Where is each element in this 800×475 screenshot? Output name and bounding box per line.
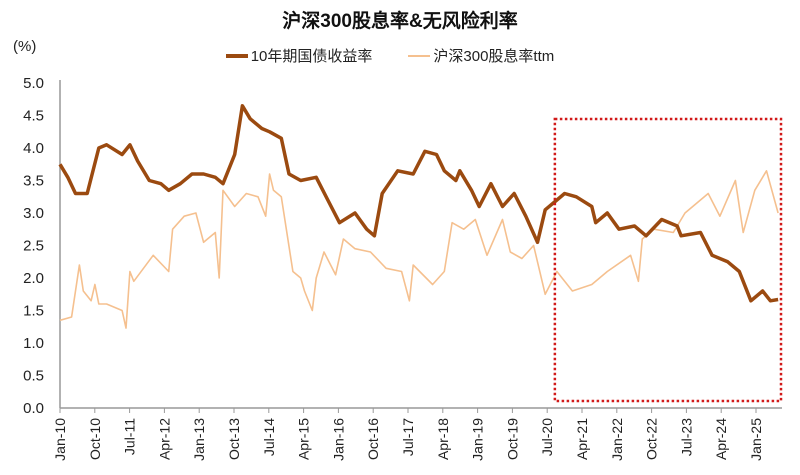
x-tick-label: Jul-20 <box>539 418 555 456</box>
y-tick-label: 4.0 <box>23 140 44 157</box>
y-tick-label: 3.5 <box>23 173 44 190</box>
x-tick-label: Jan-16 <box>330 418 346 461</box>
chart-title: 沪深300股息率&无风险利率 <box>282 11 518 32</box>
x-tick-label: Jul-17 <box>400 418 416 456</box>
y-tick-label: 1.5 <box>23 303 44 320</box>
x-tick-label: Jul-23 <box>678 418 694 456</box>
x-tick-label: Jan-13 <box>191 418 207 461</box>
x-tick-label: Oct-22 <box>644 418 660 460</box>
x-tick-label: Jan-10 <box>52 418 68 461</box>
x-tick-label: Oct-19 <box>504 418 520 460</box>
x-tick-label: Jan-25 <box>748 418 764 461</box>
highlight-dotted-box <box>553 117 783 403</box>
legend: 10年期国债收益率 沪深300股息率ttm <box>0 45 790 66</box>
legend-item-dividend-yield: 沪深300股息率ttm <box>408 45 554 66</box>
y-tick-label: 0.0 <box>23 400 44 417</box>
y-tick-label: 5.0 <box>23 75 44 92</box>
series-line-dividend-yield <box>59 170 779 329</box>
y-tick-label: 2.0 <box>23 270 44 287</box>
legend-item-bond-yield: 10年期国债收益率 <box>225 45 373 66</box>
x-tick-label: Apr-24 <box>713 418 729 460</box>
x-tick-label: Oct-16 <box>365 418 381 460</box>
legend-swatch-dividend-yield <box>408 54 431 57</box>
x-tick-label: Apr-21 <box>574 418 590 460</box>
y-axis-unit-label: (%) <box>13 38 37 55</box>
legend-label-dividend-yield: 沪深300股息率ttm <box>433 48 555 65</box>
y-tick-label: 4.5 <box>23 108 44 125</box>
x-tick-label: Jan-19 <box>470 418 486 461</box>
x-tick-label: Oct-13 <box>226 418 242 460</box>
x-tick-label: Apr-15 <box>296 418 312 460</box>
x-tick-label: Apr-12 <box>156 418 172 460</box>
x-tick-label: Jul-11 <box>122 418 138 455</box>
x-tick-label: Apr-18 <box>435 418 451 460</box>
x-tick-label: Jul-14 <box>261 418 277 456</box>
y-tick-label: 3.0 <box>23 205 44 222</box>
legend-swatch-bond-yield <box>225 53 248 58</box>
y-tick-label: 0.5 <box>23 368 44 385</box>
y-tick-label: 1.0 <box>23 335 44 352</box>
x-tick-label: Jan-22 <box>609 418 625 461</box>
x-tick-label: Oct-10 <box>87 418 103 460</box>
y-tick-label: 2.5 <box>23 238 44 255</box>
legend-label-bond-yield: 10年期国债收益率 <box>250 48 373 65</box>
series-line-bond-yield <box>58 104 779 303</box>
